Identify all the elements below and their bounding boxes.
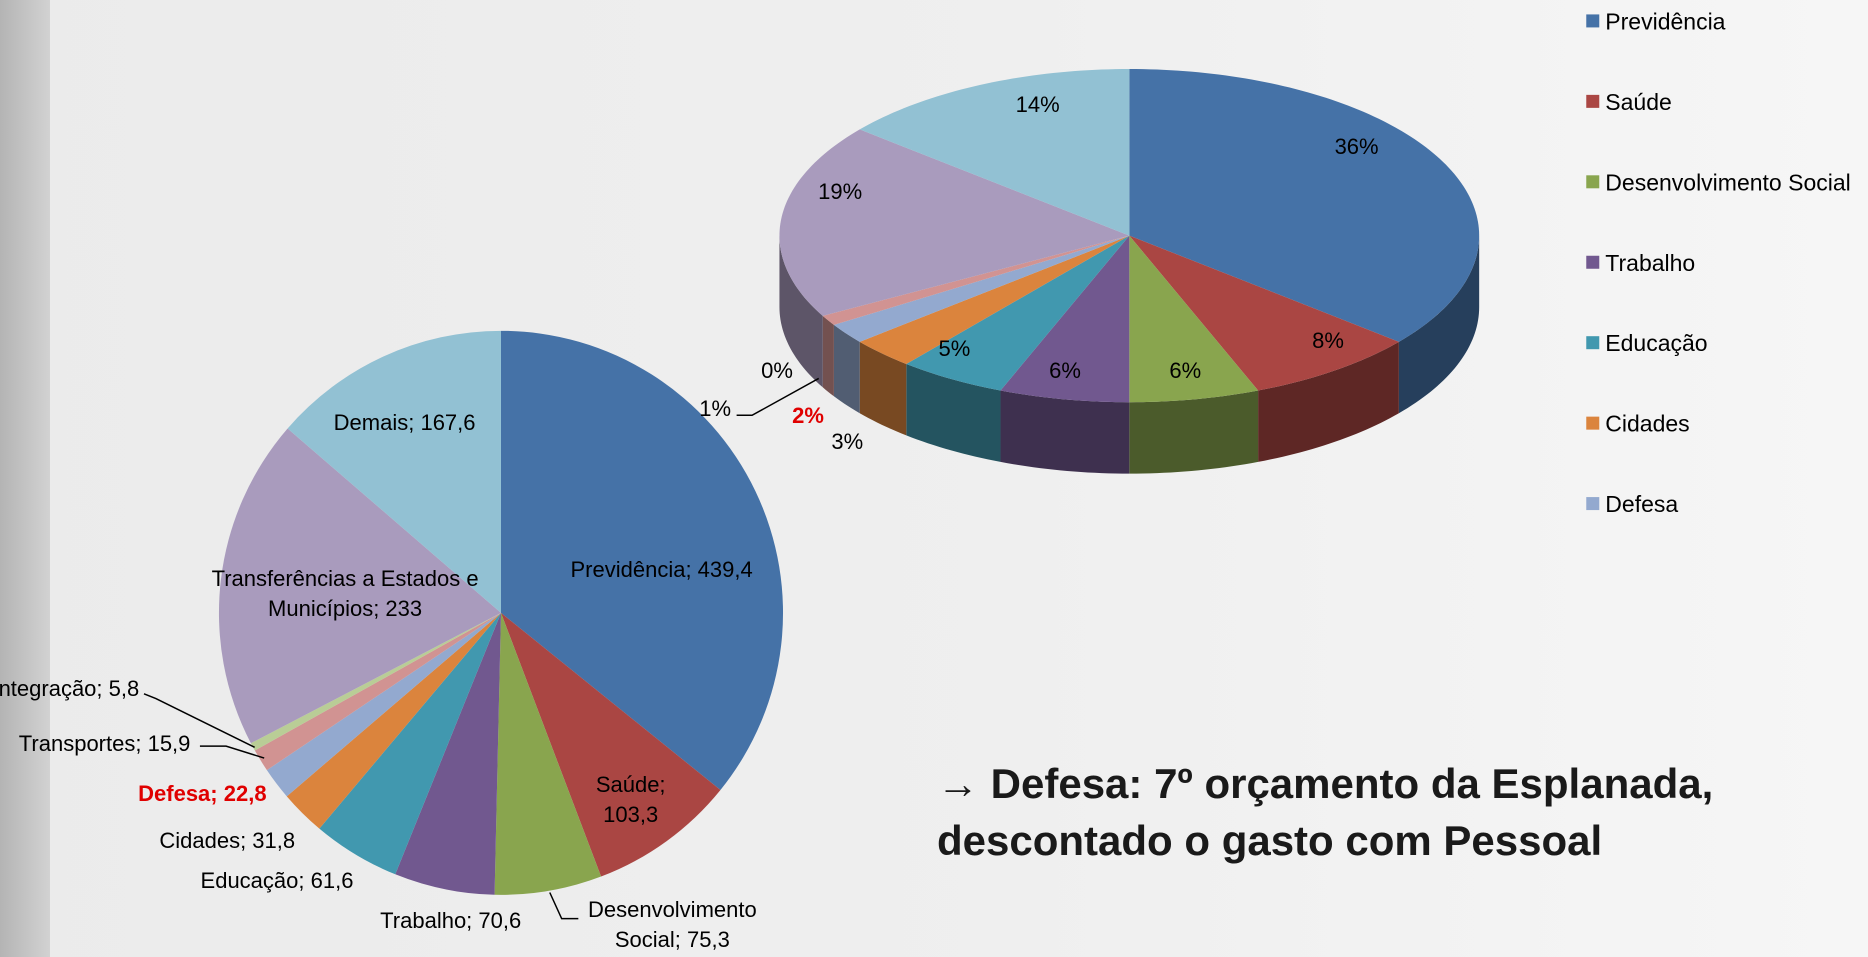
data-label: 6% <box>1029 356 1100 386</box>
slide: Previdência Saúde Desenvolvimento Social Tr… <box>0 0 1868 957</box>
legend-swatch <box>1586 417 1599 430</box>
legend-label: Desenvolvimento Social <box>1605 169 1850 195</box>
legend-swatch <box>1586 175 1599 188</box>
data-label: Previdência; 439,4 <box>543 555 781 585</box>
legend-label: Cidades <box>1605 411 1689 437</box>
legend-swatch <box>1586 256 1599 269</box>
data-label: 14% <box>1002 90 1073 120</box>
data-label: 3% <box>812 427 883 457</box>
data-label: 0% <box>741 356 812 386</box>
data-label: Transportes; 15,9 <box>19 729 191 759</box>
data-label: Educação; 61,6 <box>201 866 354 896</box>
legend-label: Trabalho <box>1605 250 1695 276</box>
legend-label: Educação <box>1605 330 1707 356</box>
annotation: descontado o gasto com Pessoal <box>937 817 1602 865</box>
data-label: Saúde; 103,3 <box>583 770 678 830</box>
data-label: 19% <box>804 177 875 207</box>
data-label: Cidades; 31,8 <box>159 826 295 856</box>
data-label: Demais; 167,6 <box>286 408 524 438</box>
data-label: 5% <box>919 334 990 364</box>
data-label: Trabalho; 70,6 <box>380 906 521 936</box>
pie-side <box>1129 391 1258 474</box>
legend-swatch <box>1586 336 1599 349</box>
data-label: Desenvolvimento Social; 75,3 <box>565 895 779 955</box>
legend-swatch <box>1586 95 1599 108</box>
data-label: 36% <box>1321 132 1392 162</box>
legend-swatch <box>1586 14 1599 27</box>
pie-side <box>823 316 834 396</box>
annotation: → Defesa: 7º orçamento da Esplanada, <box>937 760 1713 808</box>
legend-label: Saúde <box>1605 89 1672 115</box>
data-label: 8% <box>1292 326 1363 356</box>
data-label: 6% <box>1150 356 1221 386</box>
legend-label: Defesa <box>1605 491 1678 517</box>
charts: Previdência Saúde Desenvolvimento Social Tr… <box>0 0 1868 957</box>
pie-side <box>1001 391 1130 474</box>
data-label: Transferências a Estados e Municípios; 2… <box>208 564 482 624</box>
data-label: 2% <box>772 401 843 431</box>
legend-label: Previdência <box>1605 8 1725 34</box>
data-label: Defesa; 22,8 <box>138 779 266 809</box>
data-label: Integração; 5,8 <box>0 674 139 704</box>
data-label: 1% <box>679 394 750 424</box>
legend-swatch <box>1586 497 1599 510</box>
